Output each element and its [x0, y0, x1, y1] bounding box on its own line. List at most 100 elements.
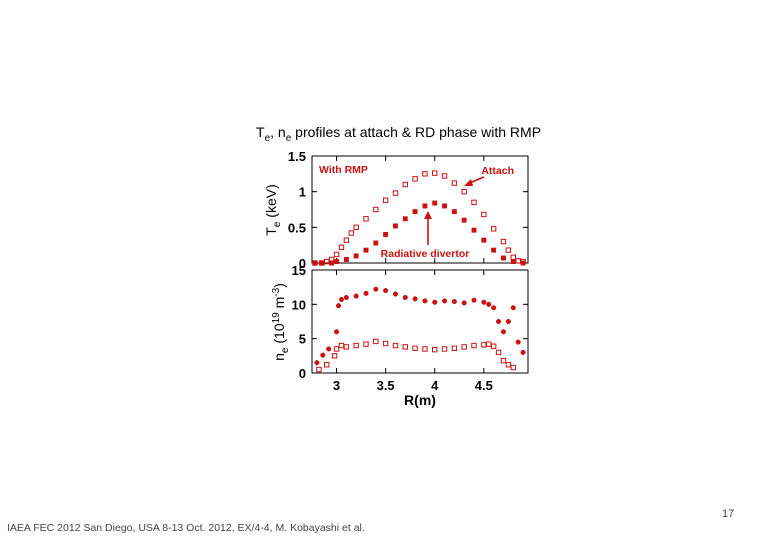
data-point-open [490, 226, 497, 232]
page-number: 17 [722, 508, 735, 520]
y-tick-label-1: 0.5 [288, 220, 306, 235]
data-point-open [363, 341, 369, 347]
data-point-open [316, 366, 322, 373]
data-point-open [441, 346, 448, 352]
data-point-open [515, 258, 521, 264]
data-point-dot [520, 349, 526, 355]
data-point-open [353, 224, 359, 231]
data-point-open [324, 258, 330, 265]
data-point-dot [481, 299, 487, 305]
data-point-open [432, 170, 438, 176]
data-point-dot [402, 294, 408, 301]
data-point-open [461, 188, 467, 195]
title-n-sub: e [285, 132, 292, 144]
data-point-dot [422, 298, 428, 304]
data-point-dot [363, 290, 369, 296]
data-point-open [505, 247, 512, 253]
data-point-dot [495, 318, 502, 325]
data-point-open [441, 173, 448, 179]
data-point-filled [491, 247, 497, 253]
data-point-dot [432, 299, 438, 305]
data-point-open [471, 342, 477, 349]
data-point-filled [520, 260, 526, 266]
data-point-dot [314, 360, 320, 366]
data-point-open [422, 171, 428, 177]
data-point-dot [505, 318, 511, 325]
data-point-filled [481, 237, 487, 243]
data-point-filled [353, 253, 359, 259]
data-point-open [382, 340, 389, 347]
plot-frame-2 [311, 269, 529, 374]
data-point-dot [510, 305, 516, 311]
data-point-dot [515, 339, 521, 345]
y-label-te-main: T [263, 227, 279, 236]
data-point-open [373, 206, 379, 213]
data-point-open [402, 181, 408, 188]
data-point-dot [412, 296, 418, 302]
y-axis-label-ne: ne (1019 m-3) [271, 283, 291, 361]
data-point-dot [471, 297, 477, 303]
data-point-filled [442, 203, 447, 209]
data-point-open [461, 344, 467, 350]
data-point-open [392, 190, 399, 196]
y-label-te-unit: (keV) [263, 184, 279, 221]
annotation-attach: Attach [481, 165, 514, 177]
title-sep: , [270, 124, 278, 140]
data-point-open [331, 353, 338, 359]
y-label-ne-sub: e [280, 347, 291, 353]
data-point-filled [343, 256, 349, 262]
data-point-filled [422, 203, 428, 209]
slide-title: Te, ne profiles at attach & RD phase wit… [256, 124, 541, 144]
data-point-open [333, 251, 340, 258]
chart-frames [311, 155, 529, 374]
title-t-sub: e [264, 132, 271, 144]
data-point-open [510, 254, 516, 260]
data-point-dot [451, 299, 457, 305]
y-tick-label-2: 10 [292, 297, 306, 312]
data-point-open [432, 346, 438, 353]
data-point-filled [334, 259, 339, 265]
data-point-open [495, 349, 502, 356]
y-tick-label-2: 0 [299, 366, 306, 381]
data-point-dot [491, 305, 497, 311]
data-point-open [422, 346, 428, 352]
data-point-filled [329, 260, 335, 266]
y-tick-label-2: 15 [292, 263, 306, 278]
data-point-open [353, 342, 359, 349]
data-point-open [486, 341, 492, 347]
data-point-open [500, 357, 507, 364]
x-tick-label: 3.5 [377, 378, 395, 393]
x-tick-label: 3 [333, 378, 340, 393]
data-point-dot [500, 329, 507, 335]
data-point-filled [363, 247, 369, 253]
y-tick-label-1: 0 [299, 256, 306, 271]
data-point-open [324, 362, 330, 368]
data-point-filled [402, 216, 408, 222]
data-point-dot [333, 329, 340, 335]
data-point-dot [320, 352, 326, 358]
data-point-open [412, 345, 418, 351]
annotation-radiative-divertor: Radiative divertor [381, 248, 470, 260]
data-point-dot [383, 288, 389, 294]
data-point-open [451, 180, 458, 186]
y-tick-label-2: 5 [299, 332, 306, 347]
y-label-ne-exp2: -3 [271, 287, 282, 296]
x-axis-label: R(m) [404, 392, 436, 408]
data-point-open [471, 199, 477, 206]
y-tick-label-1: 1 [299, 185, 306, 200]
data-point-dot [326, 346, 332, 352]
data-point-open [333, 346, 340, 352]
data-point-dot [373, 286, 379, 292]
data-point-dot [338, 296, 345, 303]
data-point-filled [319, 260, 325, 266]
data-point-filled [432, 200, 438, 206]
data-point-open [373, 338, 379, 345]
y-label-ne-exp: 19 [271, 312, 282, 324]
data-point-dot [461, 300, 467, 306]
x-tick-label: 4.5 [475, 378, 493, 393]
y-label-ne-main: n [271, 353, 287, 361]
y-label-ne-close: ) [271, 283, 287, 288]
